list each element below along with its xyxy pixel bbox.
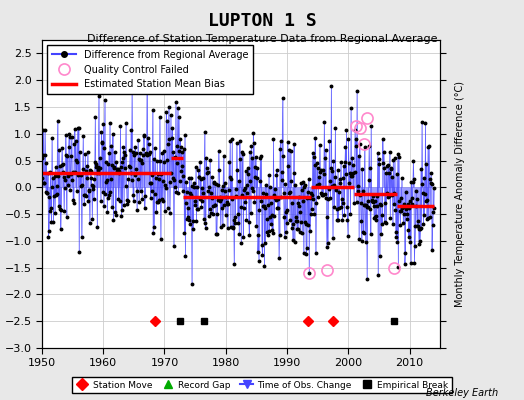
Text: LUPTON 1 S: LUPTON 1 S [208, 12, 316, 30]
Y-axis label: Monthly Temperature Anomaly Difference (°C): Monthly Temperature Anomaly Difference (… [455, 81, 465, 307]
Legend: Difference from Regional Average, Quality Control Failed, Estimated Station Mean: Difference from Regional Average, Qualit… [47, 45, 253, 94]
Text: Berkeley Earth: Berkeley Earth [425, 388, 498, 398]
Text: Difference of Station Temperature Data from Regional Average: Difference of Station Temperature Data f… [87, 34, 437, 44]
Legend: Station Move, Record Gap, Time of Obs. Change, Empirical Break: Station Move, Record Gap, Time of Obs. C… [72, 377, 452, 393]
